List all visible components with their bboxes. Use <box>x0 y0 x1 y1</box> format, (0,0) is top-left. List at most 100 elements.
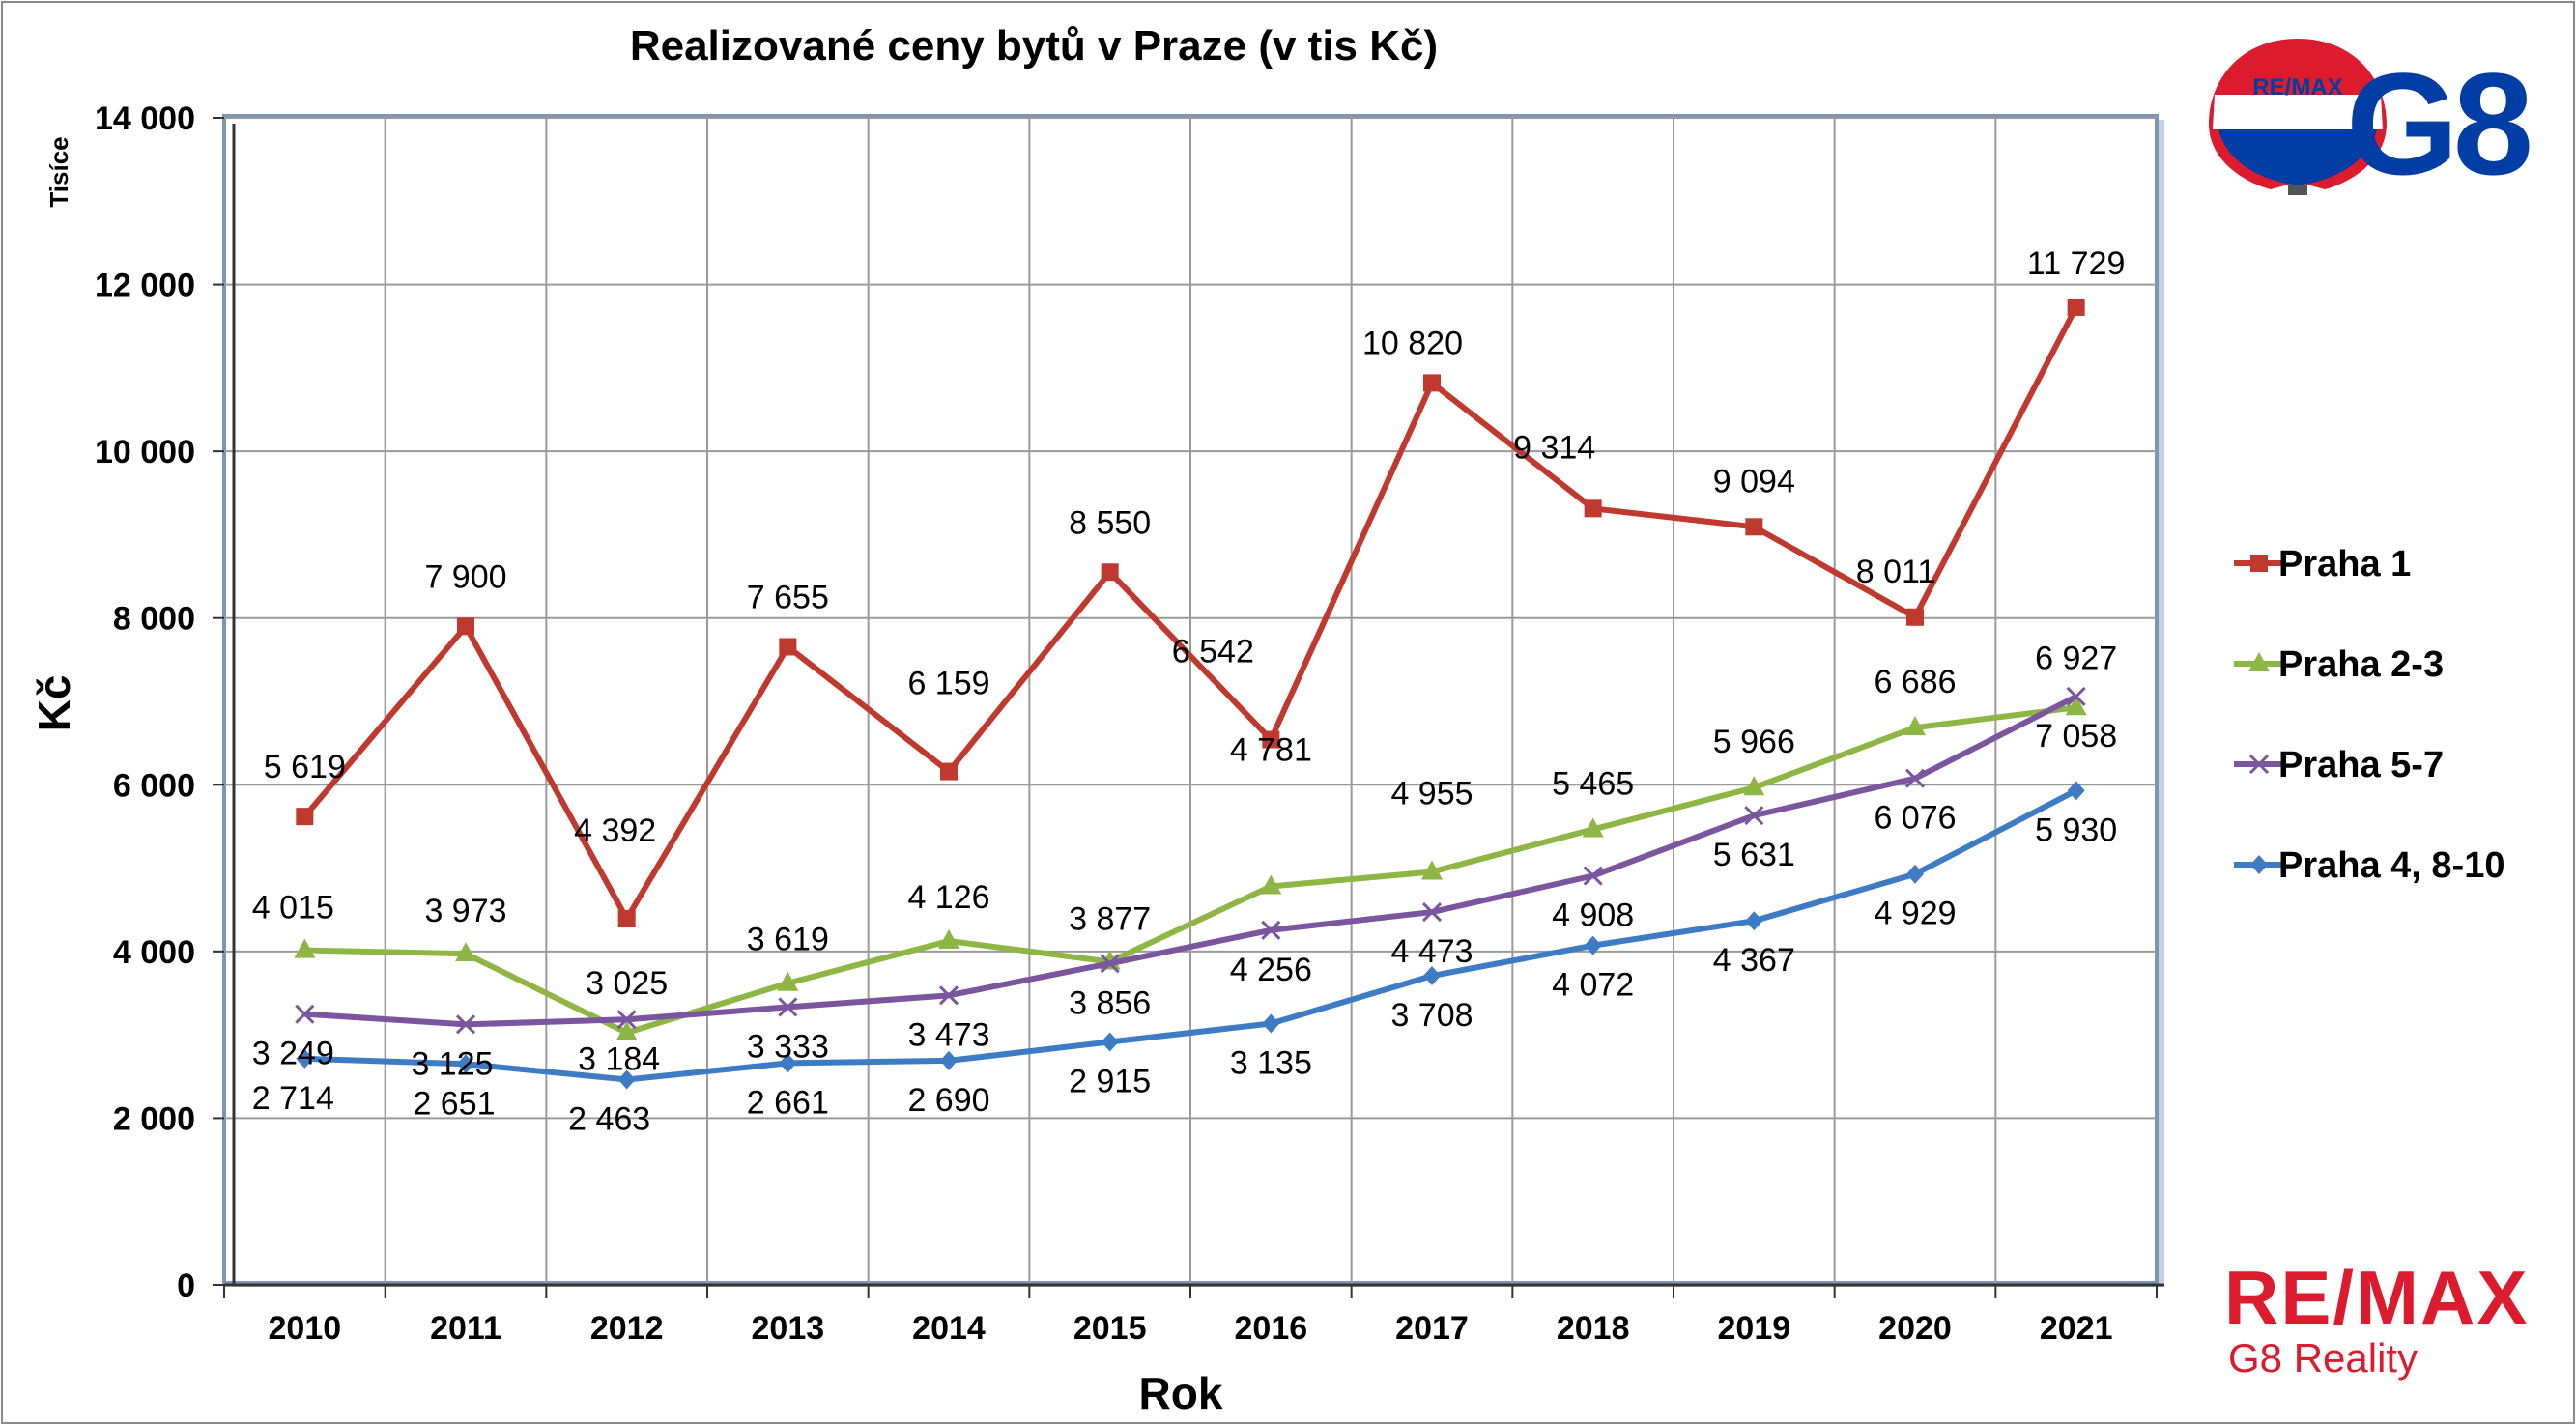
marker-cross-stroke <box>778 997 798 1017</box>
marker-diamond <box>779 1053 797 1073</box>
data-label: 7 655 <box>747 579 829 615</box>
marker-diamond <box>1101 1032 1119 1052</box>
data-label: 4 929 <box>1874 896 1956 932</box>
y-tick-label: 8 000 <box>113 601 195 638</box>
marker-cross-stroke <box>1261 920 1281 940</box>
data-label: 2 690 <box>907 1082 989 1119</box>
marker-triangle <box>1904 716 1926 736</box>
data-labels: 5 619 7 900 4 392 7 655 6 159 8 550 6 542 10 82… <box>252 245 2126 1138</box>
legend-label: Praha 4, 8-10 <box>2278 845 2504 886</box>
legend-item: Praha 2-3 <box>2234 644 2444 685</box>
data-label: 8 011 <box>1856 554 1936 590</box>
data-label: 5 631 <box>1713 837 1795 873</box>
series-praha-1 <box>296 298 2085 928</box>
g8-reality-text: G8 Reality <box>2228 1335 2418 1381</box>
data-label: 5 465 <box>1552 765 1634 802</box>
y-tick-label: 12 000 <box>95 268 195 304</box>
series-praha-4-8-10 <box>296 781 2085 1090</box>
data-label: 7 058 <box>2035 718 2117 755</box>
axes <box>213 117 2164 1298</box>
series-praha-5-7 <box>295 686 2086 1035</box>
marker-square <box>296 808 314 826</box>
chart-title: Realizované ceny bytů v Praze (v tis Kč) <box>630 22 1438 70</box>
data-label: 4 473 <box>1390 933 1473 970</box>
marker-cross-stroke <box>1744 806 1764 826</box>
data-label: 3 025 <box>586 965 668 1002</box>
legend-label: Praha 5-7 <box>2278 745 2444 785</box>
x-axis-label: Rok <box>1139 1368 1223 1418</box>
marker-triangle <box>294 938 316 958</box>
data-label: 6 159 <box>907 666 989 702</box>
marker-cross <box>1904 768 1926 788</box>
data-label: 9 094 <box>1713 463 1795 499</box>
marker-triangle <box>1421 860 1443 880</box>
marker-square <box>2250 555 2268 572</box>
y-tick-labels: 0 2 000 4 000 6 000 8 000 10 000 12 000 14 000 <box>95 100 195 1304</box>
x-tick-label: 2018 <box>1557 1310 1630 1347</box>
legend: Praha 1 Praha 2-3 Praha 5-7 Praha 4, 8-10 <box>2234 544 2504 886</box>
marker-cross-stroke <box>1904 768 1926 788</box>
legend-label: Praha 1 <box>2278 544 2411 584</box>
balloon-text: RE/MAX <box>2252 74 2342 100</box>
marker-cross-stroke <box>2248 754 2270 775</box>
marker-triangle <box>2248 652 2270 671</box>
marker-triangle <box>455 942 476 962</box>
x-tick-labels: 2010 2011 2012 2013 2014 2015 2016 2017 2018 2019… <box>269 1310 2113 1347</box>
data-label: 5 930 <box>2035 812 2117 848</box>
marker-triangle <box>1260 874 1282 895</box>
marker-cross <box>938 985 959 1006</box>
legend-item: Praha 5-7 <box>2234 745 2444 785</box>
y-tick-label: 4 000 <box>113 934 195 971</box>
data-label: 4 955 <box>1390 775 1473 812</box>
marker-square <box>2067 298 2085 316</box>
marker-square <box>779 638 797 656</box>
marker-diamond <box>1423 966 1441 986</box>
data-label: 5 619 <box>264 749 346 785</box>
marker-square <box>940 762 958 781</box>
data-label: 6 927 <box>2035 640 2117 676</box>
data-label: 9 314 <box>1513 429 1595 466</box>
data-label: 3 877 <box>1069 900 1151 937</box>
x-tick-label: 2015 <box>1073 1310 1147 1347</box>
marker-square <box>617 910 636 928</box>
data-label: 2 651 <box>413 1085 495 1122</box>
marker-cross-stroke <box>295 1004 315 1024</box>
marker-square <box>1584 499 1602 518</box>
marker-triangle <box>2065 696 2087 716</box>
y-axis-label: Kč <box>29 675 79 732</box>
data-label: 3 708 <box>1390 997 1473 1034</box>
y-tick-label: 2 000 <box>113 1100 195 1137</box>
remax-wordmark: RE/MAX <box>2224 1255 2529 1340</box>
x-tick-label: 2019 <box>1718 1310 1791 1347</box>
marker-diamond <box>2250 855 2268 874</box>
marker-cross <box>1744 806 1764 826</box>
data-label: 3 473 <box>907 1016 989 1053</box>
series-line <box>302 305 2079 923</box>
marker-square <box>1423 374 1441 392</box>
data-label: 2 463 <box>568 1100 650 1137</box>
y-axis-unit-label: Tisíce <box>44 136 73 207</box>
marker-diamond <box>1584 935 1602 955</box>
remax-balloon-logo: RE/MAX <box>2209 39 2387 195</box>
data-label: 3 973 <box>424 893 506 929</box>
y-tick-label: 0 <box>177 1268 195 1304</box>
data-label: 4 126 <box>907 879 989 916</box>
x-tick-label: 2011 <box>430 1310 501 1347</box>
x-tick-label: 2020 <box>1878 1310 1952 1347</box>
data-label: 4 908 <box>1552 898 1634 934</box>
legend-item: Praha 4, 8-10 <box>2234 845 2504 886</box>
x-tick-label: 2010 <box>269 1310 342 1347</box>
x-tick-label: 2017 <box>1395 1310 1469 1347</box>
marker-diamond <box>940 1050 958 1070</box>
x-tick-label: 2014 <box>912 1310 986 1347</box>
data-label: 2 714 <box>252 1080 334 1117</box>
marker-cross <box>616 1010 637 1030</box>
marker-cross-stroke <box>1583 866 1603 886</box>
marker-square <box>457 617 474 636</box>
x-tick-label: 2016 <box>1235 1310 1308 1347</box>
marker-cross <box>2066 686 2086 707</box>
data-label: 7 900 <box>424 558 506 595</box>
marker-diamond <box>2067 781 2085 801</box>
legend-label: Praha 2-3 <box>2278 644 2444 685</box>
